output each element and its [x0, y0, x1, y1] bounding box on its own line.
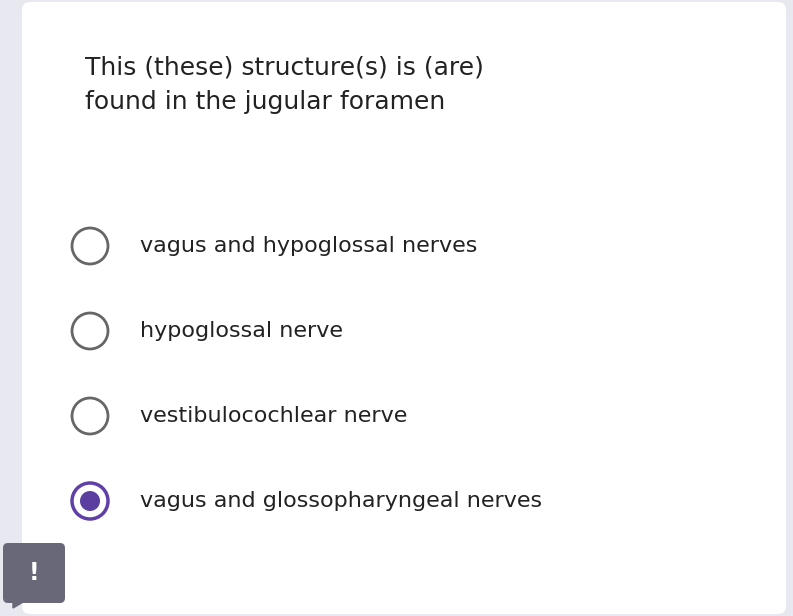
Text: hypoglossal nerve: hypoglossal nerve: [140, 321, 343, 341]
Circle shape: [72, 483, 108, 519]
Polygon shape: [13, 598, 30, 608]
FancyBboxPatch shape: [3, 543, 65, 603]
FancyBboxPatch shape: [22, 2, 786, 614]
Circle shape: [72, 398, 108, 434]
Text: vagus and hypoglossal nerves: vagus and hypoglossal nerves: [140, 236, 477, 256]
Text: !: !: [29, 561, 40, 585]
Circle shape: [72, 313, 108, 349]
Text: vestibulocochlear nerve: vestibulocochlear nerve: [140, 406, 408, 426]
Circle shape: [72, 228, 108, 264]
Text: vagus and glossopharyngeal nerves: vagus and glossopharyngeal nerves: [140, 491, 542, 511]
Text: This (these) structure(s) is (are)
found in the jugular foramen: This (these) structure(s) is (are) found…: [85, 55, 484, 115]
Circle shape: [80, 491, 100, 511]
